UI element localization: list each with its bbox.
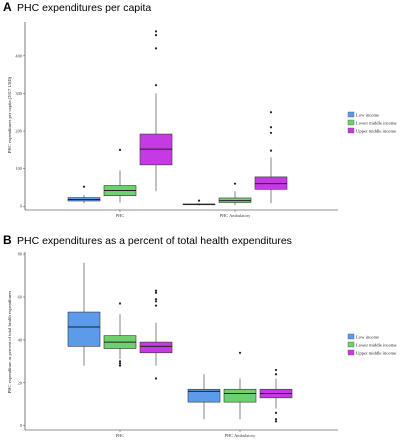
y-tick-label: 400 — [15, 53, 22, 58]
panel-a-title: PHC expenditures per capita — [17, 2, 151, 14]
panel-b: B PHC expenditures as a percent of total… — [3, 233, 397, 438]
outlier-point — [274, 420, 278, 423]
panel-a-plot: 0 100 200 300 400 PHC PHC Ambulatory Low income… — [15, 22, 397, 218]
y-tick-label: 20 — [18, 380, 23, 385]
legend-swatch-upper-middle — [347, 349, 355, 356]
outlier-point — [118, 362, 122, 365]
legend-swatch-lower-middle — [347, 341, 355, 348]
outlier-point — [154, 47, 158, 50]
panel-b-plot: 0 20 40 60 80 PHC PHC Ambulatory Low income Lowe… — [18, 252, 397, 438]
outlier-point — [154, 34, 158, 37]
panel-b-letter: B — [3, 233, 12, 247]
box-low-1 — [187, 388, 221, 403]
legend-swatch-upper-middle — [347, 127, 355, 134]
x-tick-label: PHC — [116, 213, 125, 218]
box-low-0 — [67, 311, 101, 347]
outlier-point — [269, 111, 273, 114]
outlier-point — [197, 199, 201, 202]
outlier-point — [233, 182, 237, 185]
outlier-point — [274, 373, 278, 376]
outlier-point — [154, 377, 158, 380]
y-tick-label: 300 — [15, 91, 22, 96]
legend-swatch-low — [347, 111, 355, 118]
legend-label: Upper middle income — [356, 350, 396, 355]
outlier-point — [118, 148, 122, 151]
x-tick-label: PHC — [116, 433, 125, 438]
box-upper-middle-1 — [254, 176, 288, 190]
y-tick-label: 0 — [20, 423, 23, 428]
legend-label: Lower middle income — [356, 120, 397, 125]
x-tick-label: PHC Ambulatory — [220, 213, 251, 218]
outlier-point — [154, 30, 158, 33]
box-upper-middle-0 — [139, 341, 173, 354]
panel-a: A PHC expenditures per capita PHC expend… — [3, 0, 397, 218]
y-tick-label: 40 — [18, 337, 23, 342]
outlier-point — [118, 302, 122, 305]
outlier-point — [154, 304, 158, 307]
x-tick-label: PHC Ambulatory — [225, 433, 256, 438]
outlier-point — [274, 368, 278, 372]
outlier-point — [118, 360, 122, 363]
legend-swatch-low — [347, 333, 355, 340]
legend-label: Lower middle income — [356, 342, 397, 347]
panel-b-title: PHC expenditures as a percent of total h… — [17, 235, 292, 247]
y-tick-label: 100 — [15, 166, 22, 171]
panel-a-letter: A — [3, 0, 12, 14]
outlier-point — [118, 364, 122, 367]
legend-swatch-lower-middle — [347, 119, 355, 126]
outlier-point — [154, 291, 158, 294]
legend-label: Low income — [356, 334, 379, 339]
outlier-point — [269, 131, 273, 135]
outlier-point — [154, 298, 158, 301]
outlier-point — [238, 351, 242, 354]
legend-label: Low income — [356, 112, 379, 117]
outlier-point — [269, 149, 273, 152]
outlier-point — [274, 418, 278, 421]
outlier-point — [82, 185, 86, 188]
outlier-point — [154, 300, 158, 303]
outlier-point — [274, 411, 278, 414]
y-tick-label: 0 — [20, 204, 23, 209]
box-lower-middle-1 — [223, 388, 257, 403]
outlier-point — [269, 126, 273, 129]
outlier-point — [154, 84, 158, 87]
y-tick-label: 60 — [18, 295, 23, 300]
panel-b-ylabel: PHC expenditure as percent of total heal… — [7, 290, 12, 393]
y-tick-label: 80 — [18, 252, 23, 257]
outlier-point — [154, 289, 158, 292]
panel-a-ylabel: PHC expenditures per capita (2017 USD) — [7, 76, 12, 153]
legend-label: Upper middle income — [356, 128, 396, 133]
y-tick-label: 200 — [15, 129, 22, 134]
